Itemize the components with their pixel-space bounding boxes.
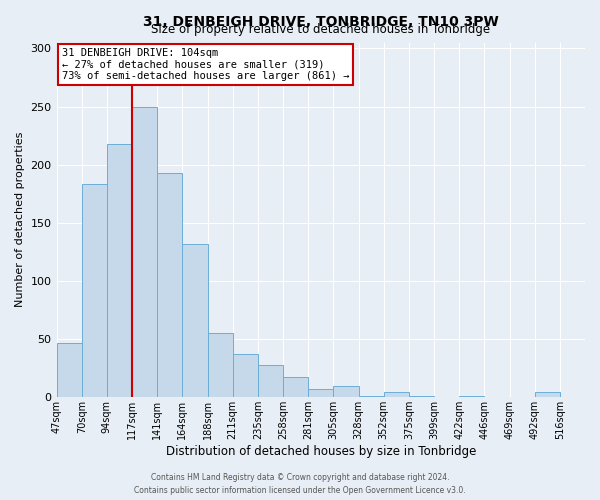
Bar — [233, 354, 258, 397]
Text: 31 DENBEIGH DRIVE: 104sqm
← 27% of detached houses are smaller (319)
73% of semi: 31 DENBEIGH DRIVE: 104sqm ← 27% of detac… — [62, 48, 349, 81]
Text: Contains HM Land Registry data © Crown copyright and database right 2024.
Contai: Contains HM Land Registry data © Crown c… — [134, 474, 466, 495]
Bar — [258, 366, 283, 397]
Bar — [208, 333, 233, 397]
Bar — [107, 144, 132, 397]
Bar — [283, 377, 308, 397]
Bar — [82, 184, 107, 397]
Bar — [132, 106, 157, 397]
Bar — [359, 396, 383, 397]
Bar — [182, 244, 208, 397]
Bar — [459, 396, 484, 397]
Bar — [383, 392, 409, 397]
X-axis label: Distribution of detached houses by size in Tonbridge: Distribution of detached houses by size … — [166, 444, 476, 458]
Bar — [535, 392, 560, 397]
Bar — [56, 344, 82, 397]
Bar — [157, 172, 182, 397]
Bar — [334, 386, 359, 397]
Title: 31, DENBEIGH DRIVE, TONBRIDGE, TN10 3PW: 31, DENBEIGH DRIVE, TONBRIDGE, TN10 3PW — [143, 15, 499, 29]
Bar — [409, 396, 434, 397]
Y-axis label: Number of detached properties: Number of detached properties — [15, 132, 25, 308]
Text: Size of property relative to detached houses in Tonbridge: Size of property relative to detached ho… — [151, 22, 490, 36]
Bar — [308, 388, 334, 397]
